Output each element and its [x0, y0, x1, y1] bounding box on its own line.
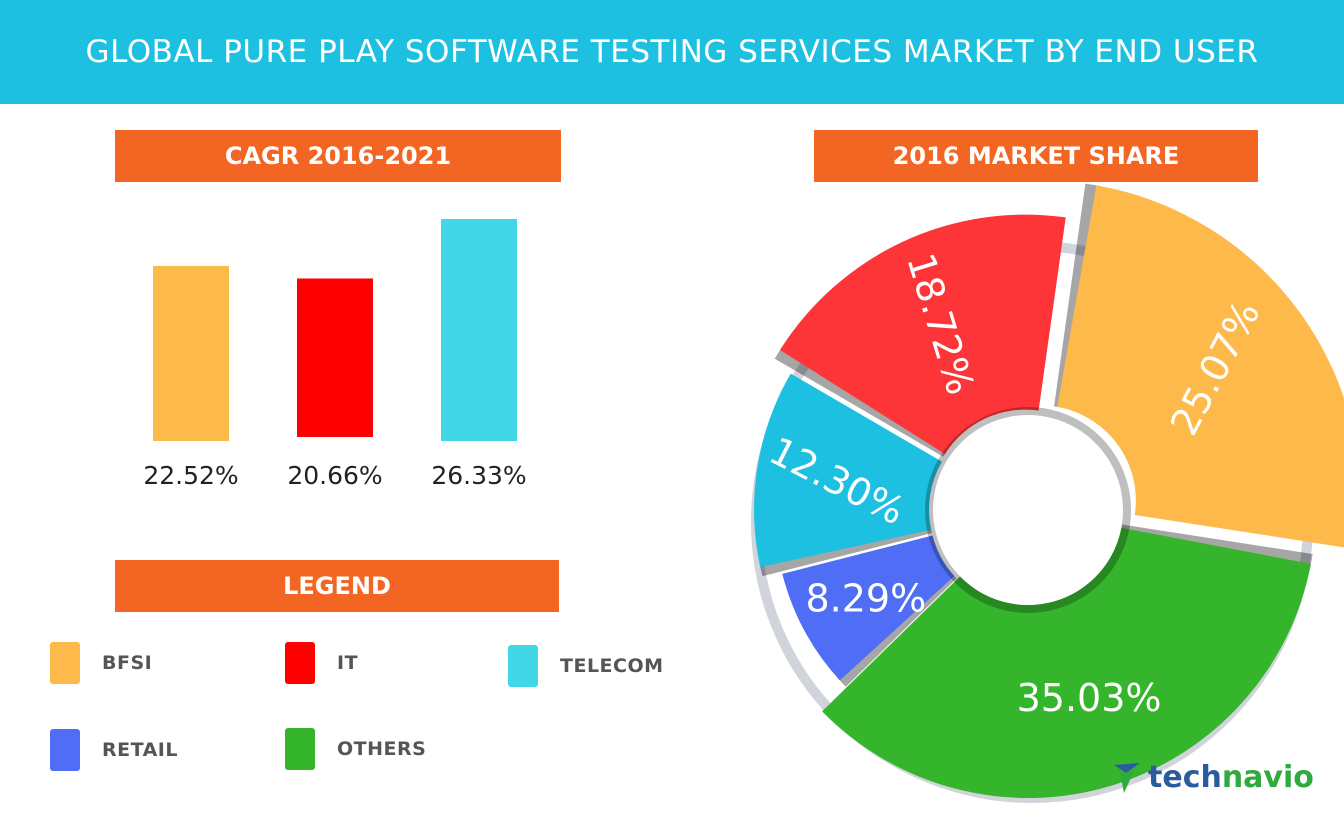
- market-share-donut-chart: 25.07%35.03%8.29%12.30%18.72%: [751, 183, 1344, 803]
- donut-hole: [933, 415, 1123, 605]
- bar-label-it: 20.66%: [287, 461, 382, 490]
- technavio-logo-text: technavio: [1148, 760, 1314, 795]
- technavio-logo-icon: [1114, 762, 1140, 793]
- bar-it: [297, 278, 373, 437]
- bar-telecom: [441, 219, 517, 441]
- legend-swatch-retail: [50, 729, 80, 771]
- legend-heading: LEGEND: [115, 560, 559, 612]
- legend-swatch-it: [285, 642, 315, 684]
- legend-item-it: IT: [285, 642, 358, 684]
- bar-label-telecom: 26.33%: [431, 461, 526, 490]
- slice-label-retail: 8.29%: [806, 577, 927, 621]
- slice-telecom: [754, 373, 942, 568]
- legend-swatch-telecom: [508, 645, 538, 687]
- legend-item-retail: RETAIL: [50, 729, 178, 771]
- cagr-heading: CAGR 2016-2021: [115, 130, 561, 182]
- bar-label-bfsi: 22.52%: [143, 461, 238, 490]
- slice-label-others: 35.03%: [1017, 676, 1162, 720]
- technavio-logo: technavio: [1112, 760, 1314, 795]
- legend-item-bfsi: BFSI: [50, 642, 152, 684]
- legend-label-others: OTHERS: [337, 738, 427, 760]
- legend-item-others: OTHERS: [285, 728, 426, 770]
- slice-others: [822, 527, 1311, 798]
- slice-it: [780, 214, 1066, 454]
- slice-bfsi: [1057, 185, 1344, 548]
- legend-label-it: IT: [337, 652, 359, 674]
- legend-swatch-others: [285, 728, 315, 770]
- bar-bfsi: [153, 265, 229, 441]
- header-banner: GLOBAL PURE PLAY SOFTWARE TESTING SERVIC…: [0, 0, 1344, 104]
- page-title: GLOBAL PURE PLAY SOFTWARE TESTING SERVIC…: [85, 34, 1259, 70]
- legend-label-telecom: TELECOM: [560, 655, 664, 677]
- slice-retail: [782, 535, 955, 681]
- legend-label-bfsi: BFSI: [102, 652, 153, 674]
- legend-item-telecom: TELECOM: [508, 645, 664, 687]
- slice-edge-telecom: [759, 528, 932, 577]
- cagr-bar-chart: 22.52% 20.66% 26.33%: [143, 219, 527, 490]
- legend-label-retail: RETAIL: [102, 739, 178, 761]
- slice-edge-retail: [836, 574, 957, 687]
- market-share-heading: 2016 MARKET SHARE: [814, 130, 1258, 182]
- legend-swatch-bfsi: [50, 642, 80, 684]
